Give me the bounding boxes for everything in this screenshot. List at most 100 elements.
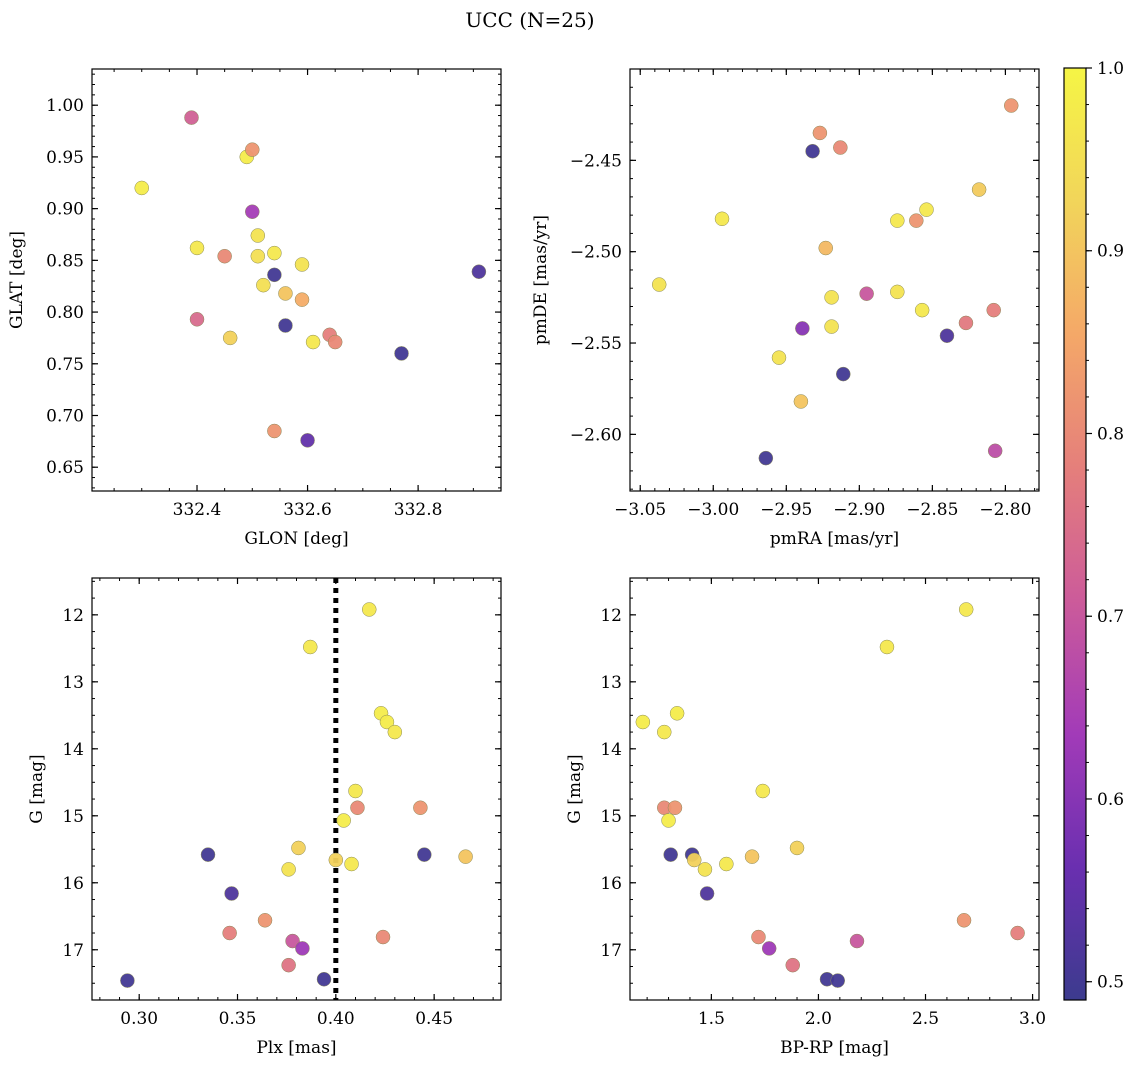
axes-frame [629, 577, 1040, 1001]
x-tick-label: −2.85 [906, 500, 958, 520]
data-point [328, 852, 344, 868]
data-point [986, 302, 1001, 318]
data-point [256, 277, 271, 293]
colorbar-gradient [1064, 68, 1086, 1000]
data-point [744, 849, 760, 864]
data-point [859, 286, 874, 301]
y-tick-label: 12 [62, 606, 84, 626]
data-point [458, 849, 473, 864]
y-tick-label: 0.70 [46, 406, 84, 426]
data-point [285, 933, 300, 949]
data-point [761, 941, 777, 956]
x-axis-label: GLON [deg] [244, 529, 348, 549]
data-point [278, 318, 293, 333]
y-tick-label: 16 [600, 874, 622, 894]
colorbar-tick-label: 0.5 [1097, 973, 1124, 993]
data-point [222, 330, 238, 346]
data-point [295, 941, 310, 956]
data-point [294, 257, 310, 272]
x-tick-label: 2.5 [912, 1009, 939, 1029]
x-axis-label: BP-RP [mag] [780, 1038, 889, 1058]
data-point [281, 862, 296, 877]
data-point [699, 886, 715, 901]
y-tick-label: 13 [62, 673, 84, 693]
data-point [836, 366, 851, 382]
data-point [958, 315, 974, 331]
colorbar-frame [1063, 67, 1087, 1001]
data-point [714, 211, 730, 227]
data-point [217, 248, 232, 264]
data-point [267, 423, 282, 439]
data-point [387, 724, 403, 740]
y-tick-label: 14 [62, 740, 84, 760]
x-tick-label: 0.35 [219, 1009, 257, 1029]
data-point [793, 394, 809, 409]
y-tick-label: 12 [600, 606, 622, 626]
y-axis-label: pmDE [mas/yr] [531, 215, 551, 345]
data-point [267, 267, 282, 283]
data-point [771, 350, 787, 365]
data-point [250, 228, 266, 243]
data-point [824, 290, 839, 305]
y-tick-label: 1.00 [46, 96, 84, 116]
data-point [958, 602, 974, 617]
data-point [189, 312, 205, 327]
y-tick-label: 0.90 [46, 200, 84, 220]
x-tick-label: −2.95 [760, 500, 812, 520]
y-tick-label: 15 [62, 807, 84, 827]
data-point [939, 328, 955, 343]
y-tick-label: 0.85 [46, 251, 84, 271]
y-axis-label: G [mag] [27, 754, 47, 823]
data-point [890, 284, 905, 300]
data-point [667, 800, 683, 816]
data-point [134, 180, 149, 196]
colorbar-tick-label: 0.9 [1097, 242, 1124, 262]
data-point [291, 840, 306, 856]
axes-frame [91, 577, 502, 1001]
y-tick-label: 17 [600, 941, 622, 961]
data-point [379, 714, 395, 730]
x-tick-label: 1.5 [698, 1009, 725, 1029]
data-point [471, 264, 487, 279]
data-point [697, 862, 713, 877]
y-tick-label: 13 [600, 673, 622, 693]
colorbar: 0.5 0.6 0.7 0.8 0.9 1.0 [1063, 59, 1124, 1001]
x-axis-label: pmRA [mas/yr] [770, 529, 899, 549]
data-point [919, 202, 934, 217]
x-tick-label: −3.05 [614, 500, 666, 520]
data-point [785, 957, 800, 973]
data-point [686, 852, 702, 868]
data-point [375, 929, 391, 945]
figure-title: UCC (N=25) [465, 8, 594, 32]
data-point [971, 182, 987, 197]
x-tick-label: 3.0 [1019, 1009, 1046, 1029]
data-point [657, 724, 672, 740]
data-point [294, 292, 310, 307]
data-point [394, 346, 409, 361]
data-point [956, 913, 972, 928]
data-point [635, 714, 651, 730]
data-point [914, 302, 930, 318]
x-tick-label: −2.90 [833, 500, 885, 520]
y-tick-label: 17 [62, 941, 84, 961]
data-point [200, 847, 216, 862]
data-point [987, 443, 1003, 459]
data-point [245, 204, 260, 219]
y-tick-label: −2.45 [570, 151, 622, 171]
data-point [651, 277, 667, 292]
data-point [1003, 98, 1019, 113]
data-point [224, 886, 239, 901]
y-tick-label: 0.75 [46, 355, 84, 375]
data-point [316, 971, 332, 987]
y-tick-label: 15 [600, 807, 622, 827]
data-point [833, 140, 848, 155]
x-tick-label: −2.80 [979, 500, 1031, 520]
y-tick-label: 14 [600, 740, 622, 760]
data-point [830, 973, 845, 988]
data-point [663, 847, 678, 862]
data-point [267, 245, 282, 261]
data-point [795, 321, 810, 336]
data-point [327, 334, 343, 350]
data-point [890, 213, 905, 228]
scatter-panel-1: 332.4 332.6 332.8 0.65 0.70 0.75 0.80 0.85 0.90 0… [7, 68, 502, 549]
